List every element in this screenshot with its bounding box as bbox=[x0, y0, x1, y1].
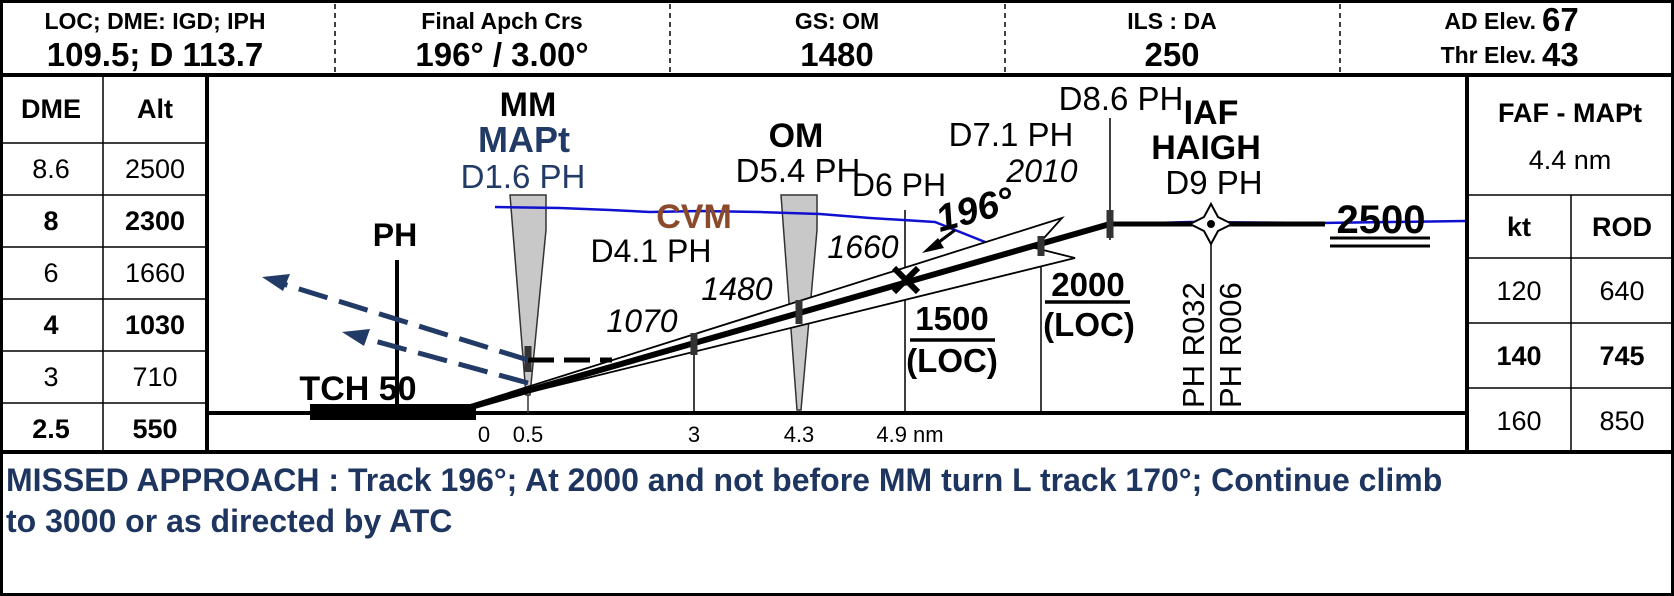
distance-tick-label: 3 bbox=[688, 422, 700, 447]
ph-label: PH bbox=[373, 217, 417, 253]
dme-cell: 8.6 bbox=[32, 154, 70, 184]
kt-cell: 160 bbox=[1496, 406, 1541, 436]
missed-approach-line-2: to 3000 or as directed by ATC bbox=[6, 503, 452, 539]
alt-cell: 2300 bbox=[125, 206, 185, 236]
alt-header: Alt bbox=[137, 94, 173, 124]
header-value-da: 250 bbox=[1144, 36, 1199, 73]
header-value-crs: 196° / 3.00° bbox=[415, 36, 588, 73]
rod-table: FAF - MAPt 4.4 nm kt ROD 120 640 140 745… bbox=[1465, 75, 1674, 452]
rod-cell: 850 bbox=[1599, 406, 1644, 436]
mm-label: MM bbox=[500, 86, 557, 124]
alt2010-label: 2010 bbox=[1005, 153, 1077, 189]
iaf-label: IAF bbox=[1184, 94, 1239, 132]
dme-table: DME Alt 8.6 2500 8 2300 6 1660 4 1030 3 … bbox=[0, 75, 209, 452]
header-strip: LOC; DME: IGD; IPH 109.5; D 113.7 Final … bbox=[0, 1, 1674, 77]
header-label-crs: Final Apch Crs bbox=[421, 8, 582, 34]
dme-cell: 4 bbox=[43, 310, 58, 340]
kt-header: kt bbox=[1507, 212, 1531, 242]
missed-approach-track-170 bbox=[279, 280, 529, 363]
alt-cell: 710 bbox=[132, 362, 177, 392]
mapt-label: MAPt bbox=[478, 119, 570, 160]
header-label-da: ILS : DA bbox=[1127, 8, 1216, 34]
kt-cell: 140 bbox=[1496, 341, 1541, 371]
distance-tick-label: 4.3 bbox=[784, 422, 815, 447]
dme-cell: 6 bbox=[43, 258, 58, 288]
radial-r006-label: PH R006 bbox=[1213, 282, 1248, 408]
mm-marker-cone bbox=[509, 194, 547, 396]
haigh-label: HAIGH bbox=[1151, 129, 1261, 167]
alt1500-label: 1500 bbox=[915, 300, 988, 337]
alt1480-label: 1480 bbox=[701, 271, 772, 307]
course-arrowhead bbox=[922, 238, 944, 253]
missed-approach-track-196 bbox=[359, 334, 529, 386]
d4-1-label: D4.1 PH bbox=[591, 233, 712, 269]
distance-tick-label: 4.9 nm bbox=[876, 422, 943, 447]
ad-elev-label: AD Elev. bbox=[1444, 8, 1536, 34]
loc2-label: (LOC) bbox=[1043, 306, 1135, 343]
runway-bar bbox=[310, 404, 476, 420]
cvm-label: CVM bbox=[656, 198, 732, 236]
header-label-gs: GS: OM bbox=[795, 8, 879, 34]
header-label-loc: LOC; DME: IGD; IPH bbox=[44, 8, 265, 34]
profile-view: PH TCH 50 MM MAPt D1.6 PH OM D5.4 PH CVM… bbox=[209, 80, 1466, 447]
dme-cell: 8 bbox=[43, 206, 58, 236]
d5-4-label: D5.4 PH bbox=[736, 152, 861, 189]
d9-label: D9 PH bbox=[1165, 164, 1262, 201]
d1-6-label: D1.6 PH bbox=[461, 158, 586, 195]
distance-tick-label: 0 bbox=[478, 422, 490, 447]
missed-approach-line-1: MISSED APPROACH : Track 196°; At 2000 an… bbox=[6, 462, 1442, 498]
faf-cross-icon bbox=[891, 265, 921, 295]
distance-tick-label: 0.5 bbox=[513, 422, 544, 447]
dme-header: DME bbox=[21, 94, 81, 124]
rod-cell: 640 bbox=[1599, 276, 1644, 306]
om-label: OM bbox=[769, 117, 824, 155]
thr-elev-value: 43 bbox=[1542, 36, 1579, 73]
d7-1-label: D7.1 PH bbox=[949, 116, 1074, 153]
loc1-label: (LOC) bbox=[906, 342, 998, 379]
missed-approach-text: MISSED APPROACH : Track 196°; At 2000 an… bbox=[6, 462, 1442, 539]
dme-cell: 3 bbox=[43, 362, 58, 392]
rod-cell: 745 bbox=[1599, 341, 1644, 371]
alt1070-label: 1070 bbox=[606, 303, 677, 339]
missed-approach-arrowhead-1 bbox=[262, 274, 290, 291]
d6-label: D6 PH bbox=[852, 167, 946, 203]
alt-cell: 2500 bbox=[125, 154, 185, 184]
alt2500-label: 2500 bbox=[1337, 198, 1426, 242]
rod-title: FAF - MAPt bbox=[1498, 98, 1642, 128]
kt-cell: 120 bbox=[1496, 276, 1541, 306]
missed-approach-arrowhead-2 bbox=[342, 329, 370, 346]
alt2000-label: 2000 bbox=[1051, 266, 1124, 303]
iaf-fix-center-dot bbox=[1207, 220, 1215, 228]
header-value-gs: 1480 bbox=[800, 36, 873, 73]
final-approach-path bbox=[449, 221, 1111, 416]
alt-cell: 1660 bbox=[125, 258, 185, 288]
radial-r032-label: PH R032 bbox=[1176, 282, 1211, 408]
header-value-loc: 109.5; D 113.7 bbox=[47, 36, 264, 73]
dme-cell: 2.5 bbox=[32, 414, 70, 444]
alt-cell: 1030 bbox=[125, 310, 185, 340]
alt1660-label: 1660 bbox=[827, 229, 898, 265]
tch-label: TCH 50 bbox=[299, 370, 416, 408]
rod-distance: 4.4 nm bbox=[1529, 145, 1612, 175]
ad-elev-value: 67 bbox=[1542, 1, 1579, 38]
thr-elev-label: Thr Elev. bbox=[1441, 42, 1536, 68]
rod-header: ROD bbox=[1592, 212, 1652, 242]
d8-6-label: D8.6 PH bbox=[1059, 80, 1184, 117]
alt-cell: 550 bbox=[132, 414, 177, 444]
